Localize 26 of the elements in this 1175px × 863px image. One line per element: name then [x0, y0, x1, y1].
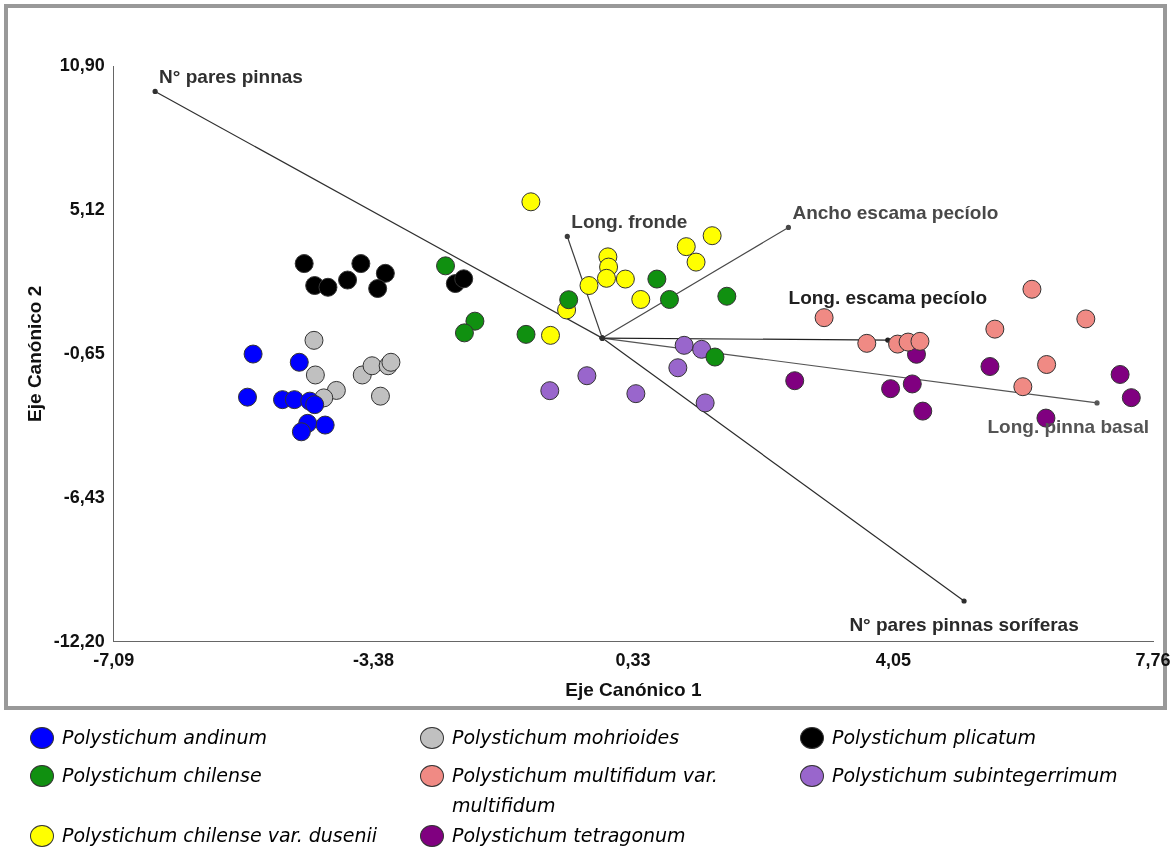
y-tick-label: -0,65	[63, 342, 105, 363]
legend-label: Polystichum tetragonum	[452, 823, 686, 848]
x-tick-label: 7,76	[1135, 650, 1171, 671]
legend-label: Polystichum subintegerrimum	[832, 763, 1118, 788]
x-tick-label: -7,09	[93, 650, 135, 671]
x-axis-title: Eje Canónico 1	[565, 678, 702, 700]
legend-label: Polystichum chilense	[62, 763, 262, 788]
legend-label: Polystichum andinum	[62, 725, 267, 750]
y-axis-title: Eje Canónico 2	[23, 285, 45, 422]
series-label: Long. fronde	[571, 211, 688, 233]
y-tick-label: -6,43	[63, 486, 105, 507]
y-tick-label: 5,12	[69, 198, 105, 219]
series-label: N° pares pinnas	[159, 66, 303, 88]
legend-label: Polystichum chilense var. dusenii	[62, 823, 378, 848]
x-tick-label: 0,33	[615, 650, 651, 671]
legend-label: Polystichum mohrioides	[452, 725, 680, 750]
x-tick-label: 4,05	[875, 650, 911, 671]
series-label: Ancho escama pecíolo	[792, 202, 999, 224]
series-label: N° pares pinnas soríferas	[849, 613, 1079, 635]
legend-label: Polystichum multifidum var. multifidum	[452, 763, 719, 818]
y-tick-label: -12,20	[53, 630, 105, 651]
series-label: Long. escama pecíolo	[788, 287, 988, 309]
series-label: Long. pinna basal	[987, 415, 1150, 437]
y-tick-label: 10,90	[59, 54, 105, 75]
legend-label: Polystichum plicatum	[832, 725, 1037, 750]
x-tick-label: -3,38	[352, 650, 394, 671]
